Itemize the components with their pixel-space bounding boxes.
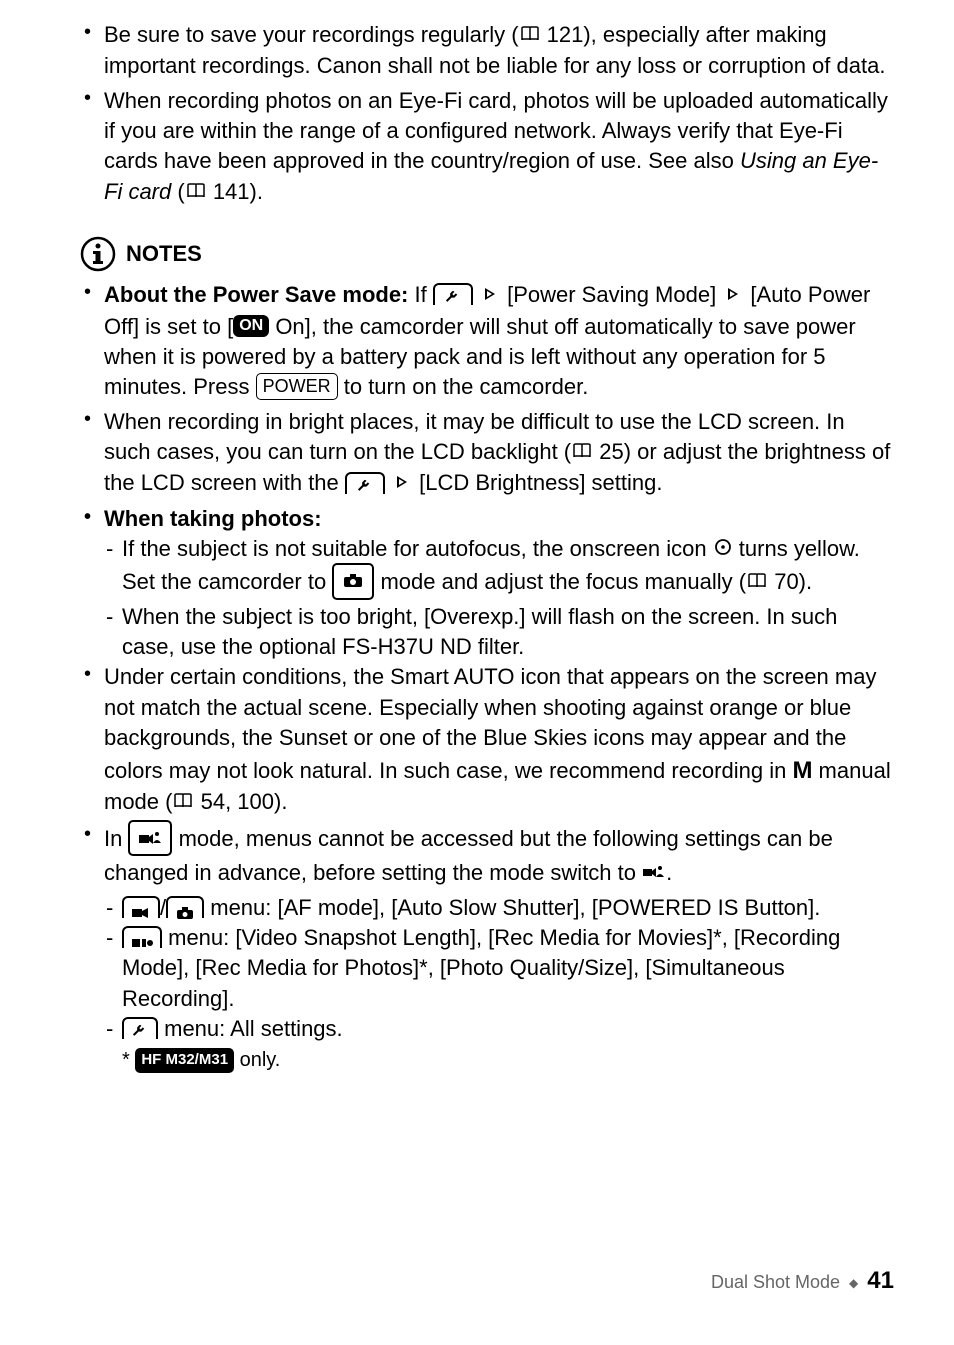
text: only. bbox=[234, 1049, 280, 1071]
text: In bbox=[104, 826, 128, 851]
rec-tab-icon bbox=[122, 926, 162, 948]
page-number: 41 bbox=[867, 1267, 894, 1294]
notes-label: NOTES bbox=[126, 241, 202, 267]
power-button-label: POWER bbox=[256, 373, 338, 400]
menu-sub-3: menu: All settings. bbox=[80, 1014, 894, 1044]
arrow-icon bbox=[724, 281, 742, 311]
af-circle-icon bbox=[713, 535, 733, 565]
wrench-tab-icon bbox=[122, 1017, 158, 1039]
text: 70). bbox=[768, 569, 812, 594]
info-icon bbox=[80, 236, 116, 272]
text: 141). bbox=[207, 179, 263, 204]
text: If the subject is not suitable for autof… bbox=[122, 536, 713, 561]
text: menu: [Video Snapshot Length], [Rec Medi… bbox=[122, 925, 840, 1011]
diamond-icon: ◆ bbox=[849, 1276, 858, 1290]
menu-sub-2: menu: [Video Snapshot Length], [Rec Medi… bbox=[80, 923, 894, 1014]
camera-tab-icon bbox=[166, 896, 204, 918]
note-bright: When recording in bright places, it may … bbox=[80, 407, 894, 500]
footer-section: Dual Shot Mode bbox=[711, 1272, 840, 1292]
movie-tab-icon bbox=[122, 896, 160, 918]
note-power-save: About the Power Save mode: If [Power Sav… bbox=[80, 280, 894, 402]
text: [Power Saving Mode] bbox=[501, 282, 722, 307]
text: When taking photos: bbox=[104, 506, 322, 531]
notes-header: NOTES bbox=[80, 236, 894, 272]
manual-m-icon: M bbox=[792, 757, 812, 784]
wrench-tab-icon bbox=[433, 283, 473, 305]
bold-lead: About the Power Save mode: bbox=[104, 282, 408, 307]
text: . bbox=[666, 860, 672, 885]
text: mode, menus cannot be accessed but the f… bbox=[104, 826, 833, 885]
text: Under certain conditions, the Smart AUTO… bbox=[104, 664, 876, 782]
on-badge: ON bbox=[233, 315, 269, 337]
text: mode and adjust the focus manually ( bbox=[374, 569, 746, 594]
text: to turn on the camcorder. bbox=[338, 374, 589, 399]
book-icon bbox=[186, 178, 206, 208]
text: menu: All settings. bbox=[158, 1016, 343, 1041]
top-bullet-1: Be sure to save your recordings regularl… bbox=[80, 20, 894, 82]
model-footnote: * HF M32/M31 only. bbox=[80, 1045, 894, 1075]
dual-shot-icon bbox=[128, 820, 172, 856]
text: If bbox=[408, 282, 432, 307]
model-badge: HF M32/M31 bbox=[135, 1048, 234, 1073]
menu-sub-1: / menu: [AF mode], [Auto Slow Shutter], … bbox=[80, 893, 894, 923]
page-footer: Dual Shot Mode ◆ 41 bbox=[711, 1267, 894, 1295]
arrow-icon bbox=[393, 469, 411, 499]
text: When the subject is too bright, [Overexp… bbox=[122, 604, 837, 659]
camera-mode-icon bbox=[332, 563, 374, 599]
text: [LCD Brightness] setting. bbox=[413, 470, 662, 495]
text: Be sure to save your recordings regularl… bbox=[104, 22, 519, 47]
photos-sub-2: When the subject is too bright, [Overexp… bbox=[80, 602, 894, 663]
text: ( bbox=[171, 179, 184, 204]
when-taking-photos: When taking photos: bbox=[80, 504, 894, 534]
top-bullet-2: When recording photos on an Eye-Fi card,… bbox=[80, 86, 894, 208]
text: 54, 100). bbox=[194, 789, 287, 814]
dual-shot-small-icon bbox=[642, 860, 666, 885]
wrench-tab-icon bbox=[345, 472, 385, 494]
book-icon bbox=[173, 788, 193, 818]
book-icon bbox=[572, 438, 592, 468]
book-icon bbox=[747, 568, 767, 598]
note-in-mode: In mode, menus cannot be accessed but th… bbox=[80, 822, 894, 889]
book-icon bbox=[520, 21, 540, 51]
arrow-icon bbox=[481, 281, 499, 311]
photos-sub-1: If the subject is not suitable for autof… bbox=[80, 534, 894, 602]
text: menu: [AF mode], [Auto Slow Shutter], [P… bbox=[204, 895, 820, 920]
note-smart-auto: Under certain conditions, the Smart AUTO… bbox=[80, 662, 894, 818]
